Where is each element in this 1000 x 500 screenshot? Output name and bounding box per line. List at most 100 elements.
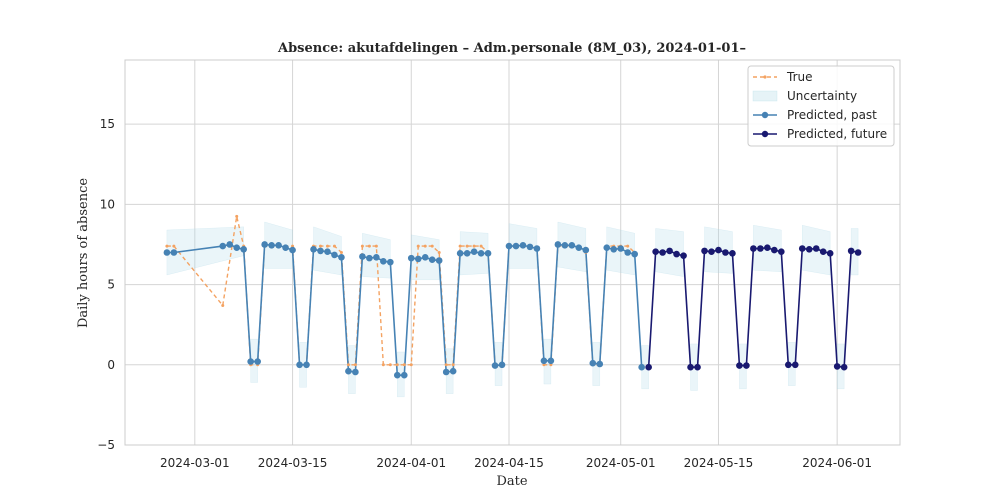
- data-point: [324, 248, 331, 255]
- data-point: [310, 245, 317, 253]
- data-point: [645, 363, 652, 371]
- data-point: [416, 244, 420, 248]
- data-point: [407, 254, 415, 262]
- uncertainty-segment: [397, 351, 405, 398]
- data-point: [261, 241, 268, 248]
- data-point: [345, 367, 352, 375]
- data-point: [442, 368, 450, 376]
- data-point: [812, 245, 820, 252]
- data-point: [484, 250, 492, 257]
- data-point: [366, 254, 373, 262]
- axis-ticks: −5 0 5 10 15 2024-03-01 2024-03-15 2024-04-01 20…: [97, 117, 872, 470]
- data-point: [331, 251, 338, 259]
- data-point: [381, 363, 385, 367]
- data-point: [575, 244, 583, 251]
- data-point: [549, 363, 553, 367]
- data-point: [247, 358, 254, 365]
- data-point: [449, 367, 457, 375]
- data-point: [603, 244, 611, 251]
- data-point: [680, 252, 687, 260]
- data-point: [526, 243, 534, 251]
- data-point: [219, 242, 227, 250]
- data-point: [491, 362, 499, 369]
- uncertainty-band: [166, 221, 859, 398]
- data-point: [701, 247, 708, 255]
- uncertainty-segment: [641, 345, 649, 390]
- legend-label: Predicted, future: [787, 127, 887, 141]
- data-point: [722, 249, 729, 256]
- data-point: [750, 245, 757, 252]
- data-point: [291, 244, 295, 248]
- data-point: [325, 244, 329, 248]
- legend-label: Uncertainty: [787, 89, 857, 103]
- data-point: [240, 245, 247, 253]
- data-point: [512, 242, 520, 250]
- y-axis-label: Daily hours of absence: [76, 178, 91, 328]
- data-point: [470, 248, 478, 255]
- uncertainty-segment: [739, 343, 747, 390]
- plot-frame: [124, 59, 901, 446]
- legend: True Uncertainty Predicted, past Predicted,…: [747, 65, 895, 147]
- data-point: [498, 361, 506, 369]
- data-point: [652, 248, 659, 255]
- uncertainty-segment: [494, 342, 503, 386]
- y-tick-label: 5: [107, 278, 115, 292]
- data-point: [638, 363, 645, 371]
- data-point: [805, 245, 813, 253]
- data-point: [414, 255, 422, 263]
- series-markers: [163, 214, 862, 379]
- data-point: [582, 246, 590, 254]
- uncertainty-segment: [348, 345, 356, 394]
- data-point: [568, 241, 576, 249]
- x-tick-label: 2024-04-15: [474, 456, 544, 470]
- data-point: [254, 358, 261, 365]
- data-point: [451, 363, 455, 367]
- data-point: [303, 361, 310, 369]
- legend-box: [747, 65, 895, 147]
- data-point: [353, 363, 357, 367]
- x-tick-label: 2024-04-01: [376, 456, 446, 470]
- data-point: [317, 247, 324, 255]
- data-point: [165, 244, 169, 248]
- data-point: [221, 303, 225, 307]
- legend-marker: [763, 75, 767, 79]
- y-tick-label: 10: [100, 197, 115, 211]
- data-point: [395, 363, 399, 367]
- data-point: [715, 246, 722, 254]
- data-point: [659, 249, 666, 256]
- data-point: [373, 254, 380, 261]
- data-point: [610, 245, 618, 253]
- data-point: [163, 249, 171, 256]
- uncertainty-segment: [543, 338, 552, 385]
- data-point: [626, 244, 630, 248]
- y-tick-label: −5: [97, 438, 115, 452]
- data-point: [233, 244, 241, 251]
- legend-swatch: [752, 90, 778, 102]
- data-point: [338, 254, 345, 261]
- data-point: [736, 362, 743, 369]
- data-point: [463, 250, 471, 257]
- data-point: [289, 246, 296, 254]
- y-tick-label: 0: [107, 358, 115, 372]
- data-point: [360, 244, 364, 248]
- data-point: [547, 357, 555, 365]
- data-point: [743, 362, 750, 369]
- data-point: [840, 363, 848, 371]
- data-point: [400, 371, 408, 379]
- data-point: [540, 357, 548, 365]
- data-point: [798, 245, 806, 252]
- data-point: [170, 249, 178, 256]
- data-point: [757, 245, 764, 252]
- data-point: [617, 245, 625, 252]
- data-point: [388, 363, 392, 367]
- data-point: [332, 244, 336, 248]
- data-point: [421, 254, 429, 261]
- data-point: [764, 244, 771, 251]
- data-point: [352, 368, 359, 376]
- data-point: [561, 241, 569, 249]
- data-point: [505, 242, 513, 250]
- data-point: [624, 249, 632, 256]
- data-point: [542, 363, 546, 367]
- x-tick-label: 2024-06-01: [802, 456, 872, 470]
